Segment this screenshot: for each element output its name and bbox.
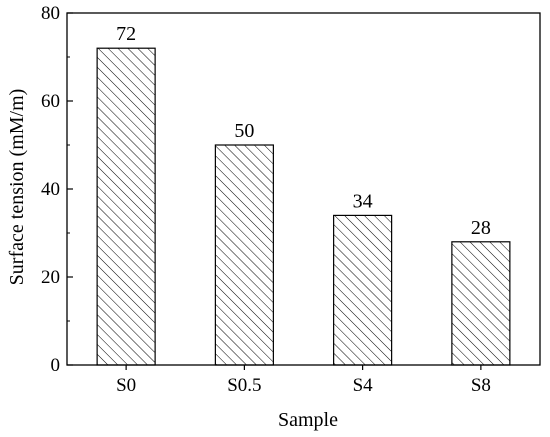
data-label: 34 (353, 190, 373, 212)
y-tick-label: 0 (51, 355, 61, 376)
x-axis-title: Sample (278, 409, 338, 431)
y-tick-label: 80 (41, 3, 60, 24)
x-tick-label: S0 (116, 375, 136, 396)
bar-s8 (451, 241, 511, 366)
y-tick-label: 20 (41, 267, 60, 288)
data-label: 28 (471, 217, 491, 239)
axes (66, 12, 541, 370)
y-axis-title: Surface tension (mM/m) (6, 89, 28, 286)
x-tick-label: S0.5 (227, 375, 261, 396)
bar-s0-5 (214, 144, 274, 366)
labels: 72 S0 50 S0.5 34 S4 28 S8 0 20 40 60 80 (41, 3, 491, 396)
bar-s4 (333, 214, 393, 366)
x-tick-label: S8 (471, 375, 491, 396)
y-tick-label: 60 (41, 91, 60, 112)
data-label: 72 (116, 23, 136, 45)
bar-s0 (96, 47, 156, 366)
y-tick-label: 40 (41, 179, 60, 200)
plot-frame (66, 12, 541, 366)
bars (96, 47, 511, 366)
data-label: 50 (234, 120, 254, 142)
x-tick-label: S4 (353, 375, 374, 396)
